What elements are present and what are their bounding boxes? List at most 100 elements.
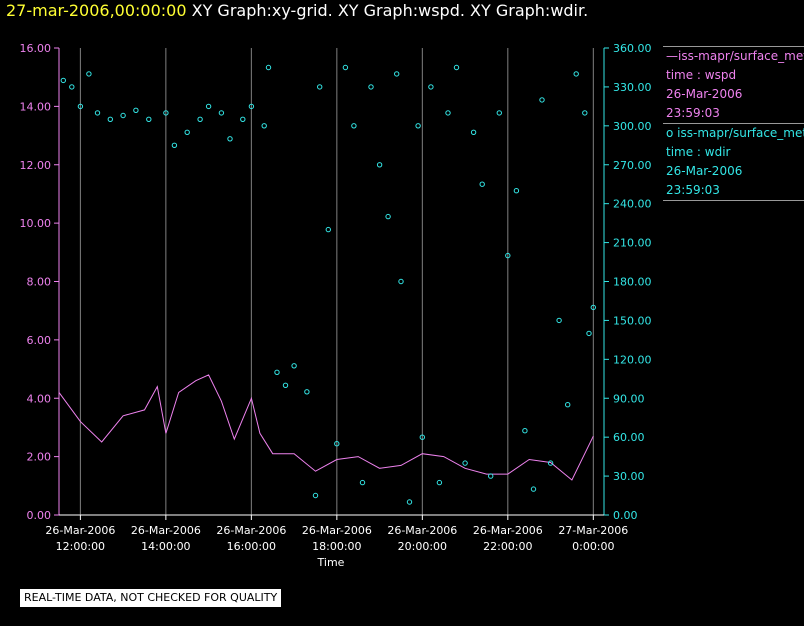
quality-note: REAL-TIME DATA, NOT CHECKED FOR QUALITY — [20, 589, 282, 607]
y-right-tick-label: 30.00 — [613, 470, 645, 483]
wdir-point — [282, 382, 289, 388]
wdir-point — [94, 110, 101, 116]
wdir-point — [227, 136, 233, 142]
wdir-point — [496, 110, 502, 116]
header-title: XY Graph:xy-grid. XY Graph:wspd. XY Grap… — [186, 1, 589, 20]
y-right-tick-label: 210.00 — [613, 237, 652, 250]
wdir-point — [539, 97, 545, 103]
wdir-point — [556, 317, 562, 324]
wdir-point — [218, 110, 225, 116]
legend-wdir: o iss-mapr/surface_met time : wdir 26-Ma… — [663, 123, 804, 201]
wdir-point — [513, 188, 520, 194]
wdir-point — [205, 103, 212, 110]
wdir-point — [385, 213, 391, 220]
y-right-tick-label: 360.00 — [613, 42, 652, 55]
y-left-tick-label: 8.00 — [27, 276, 52, 289]
wdir-point — [445, 110, 451, 116]
graph-header: 27-mar-2006,00:00:00 XY Graph:xy-grid. X… — [6, 0, 588, 24]
wdir-point — [107, 116, 114, 123]
legend: —iss-mapr/surface_met time : wspd 26-Mar… — [663, 46, 804, 201]
wdir-point — [462, 460, 468, 466]
wdir-point — [261, 123, 267, 129]
y-left-tick-label: 0.00 — [27, 509, 52, 522]
y-left-tick-label: 2.00 — [27, 451, 52, 464]
legend-wdir-source: o iss-mapr/surface_met — [666, 126, 804, 140]
header-timestamp: 27-mar-2006,00:00:00 — [6, 1, 187, 20]
x-tick-time: 20:00:00 — [398, 540, 447, 553]
wdir-point — [274, 369, 280, 375]
wdir-point — [547, 460, 554, 466]
x-axis-ticks: 26-Mar-2006 12:00:00 26-Mar-2006 14:00:00 26… — [45, 515, 628, 553]
y-left-tick-label: 12.00 — [20, 159, 52, 172]
x-tick-date: 27-Mar-2006 — [558, 524, 628, 537]
y-right-tick-label: 330.00 — [613, 81, 652, 94]
x-tick-time: 16:00:00 — [227, 540, 276, 553]
wdir-point — [453, 64, 460, 71]
wdir-point — [488, 473, 494, 479]
y-left-tick-label: 6.00 — [27, 334, 52, 347]
x-tick-time: 22:00:00 — [483, 540, 532, 553]
y-right-tick-label: 270.00 — [613, 159, 652, 172]
grid-lines — [79, 48, 594, 515]
x-tick-date: 26-Mar-2006 — [387, 524, 457, 537]
wdir-point — [479, 181, 485, 187]
wdir-point — [120, 112, 126, 119]
legend-wspd-date: 26-Mar-2006 — [666, 87, 743, 101]
y-right-tick-label: 150.00 — [613, 314, 652, 327]
wdir-point — [415, 123, 421, 129]
legend-wspd-source: —iss-mapr/surface_met — [666, 49, 804, 63]
y-right-tick-label: 90.00 — [613, 392, 645, 405]
y-left-tick-label: 4.00 — [27, 392, 52, 405]
wdir-point — [304, 389, 310, 395]
x-tick-date: 26-Mar-2006 — [473, 524, 543, 537]
y-left-tick-label: 14.00 — [20, 100, 52, 113]
wdir-point — [312, 492, 319, 499]
y-right-tick-label: 0.00 — [613, 509, 638, 522]
wdir-point — [133, 107, 139, 114]
wdir-point — [77, 103, 84, 110]
x-tick-date: 26-Mar-2006 — [302, 524, 372, 537]
x-tick-time: 12:00:00 — [56, 540, 105, 553]
wdir-point — [184, 129, 190, 136]
wspd-series — [58, 374, 594, 481]
wdir-series — [60, 64, 596, 505]
wdir-point — [248, 103, 255, 110]
wdir-point — [522, 428, 528, 434]
wdir-point — [317, 84, 323, 90]
wdir-point — [60, 77, 66, 84]
y-left-tick-label: 16.00 — [20, 42, 52, 55]
legend-wdir-time: 23:59:03 — [666, 183, 720, 197]
wdir-point — [359, 479, 366, 486]
wdir-point — [419, 434, 425, 440]
wdir-point — [342, 64, 349, 71]
wdir-point — [69, 84, 75, 90]
wdir-point — [351, 123, 357, 129]
wdir-point — [171, 142, 178, 149]
x-tick-date: 26-Mar-2006 — [131, 524, 201, 537]
y-right-tick-label: 300.00 — [613, 120, 652, 133]
axes — [58, 48, 605, 516]
legend-wspd-var: time : wspd — [666, 68, 737, 82]
y-left-tick-label: 10.00 — [20, 217, 52, 230]
wdir-point — [470, 129, 477, 136]
wdir-point — [368, 84, 374, 90]
wspd-line — [58, 374, 594, 481]
wdir-point — [436, 479, 443, 486]
wdir-point — [530, 486, 537, 492]
legend-wdir-var: time : wdir — [666, 145, 731, 159]
x-tick-time: 14:00:00 — [141, 540, 190, 553]
wdir-point — [291, 363, 297, 369]
wdir-point — [86, 71, 92, 77]
x-tick-time: 0:00:00 — [572, 540, 614, 553]
wdir-point — [428, 84, 434, 90]
wdir-point — [265, 64, 272, 71]
y-right-tick-label: 60.00 — [613, 431, 645, 444]
wdir-point — [590, 304, 596, 311]
legend-wspd-time: 23:59:03 — [666, 106, 720, 120]
x-tick-date: 26-Mar-2006 — [45, 524, 115, 537]
wdir-point — [163, 110, 169, 116]
y-right-tick-label: 120.00 — [613, 353, 652, 366]
wdir-point — [394, 71, 400, 77]
wdir-point — [406, 499, 413, 505]
